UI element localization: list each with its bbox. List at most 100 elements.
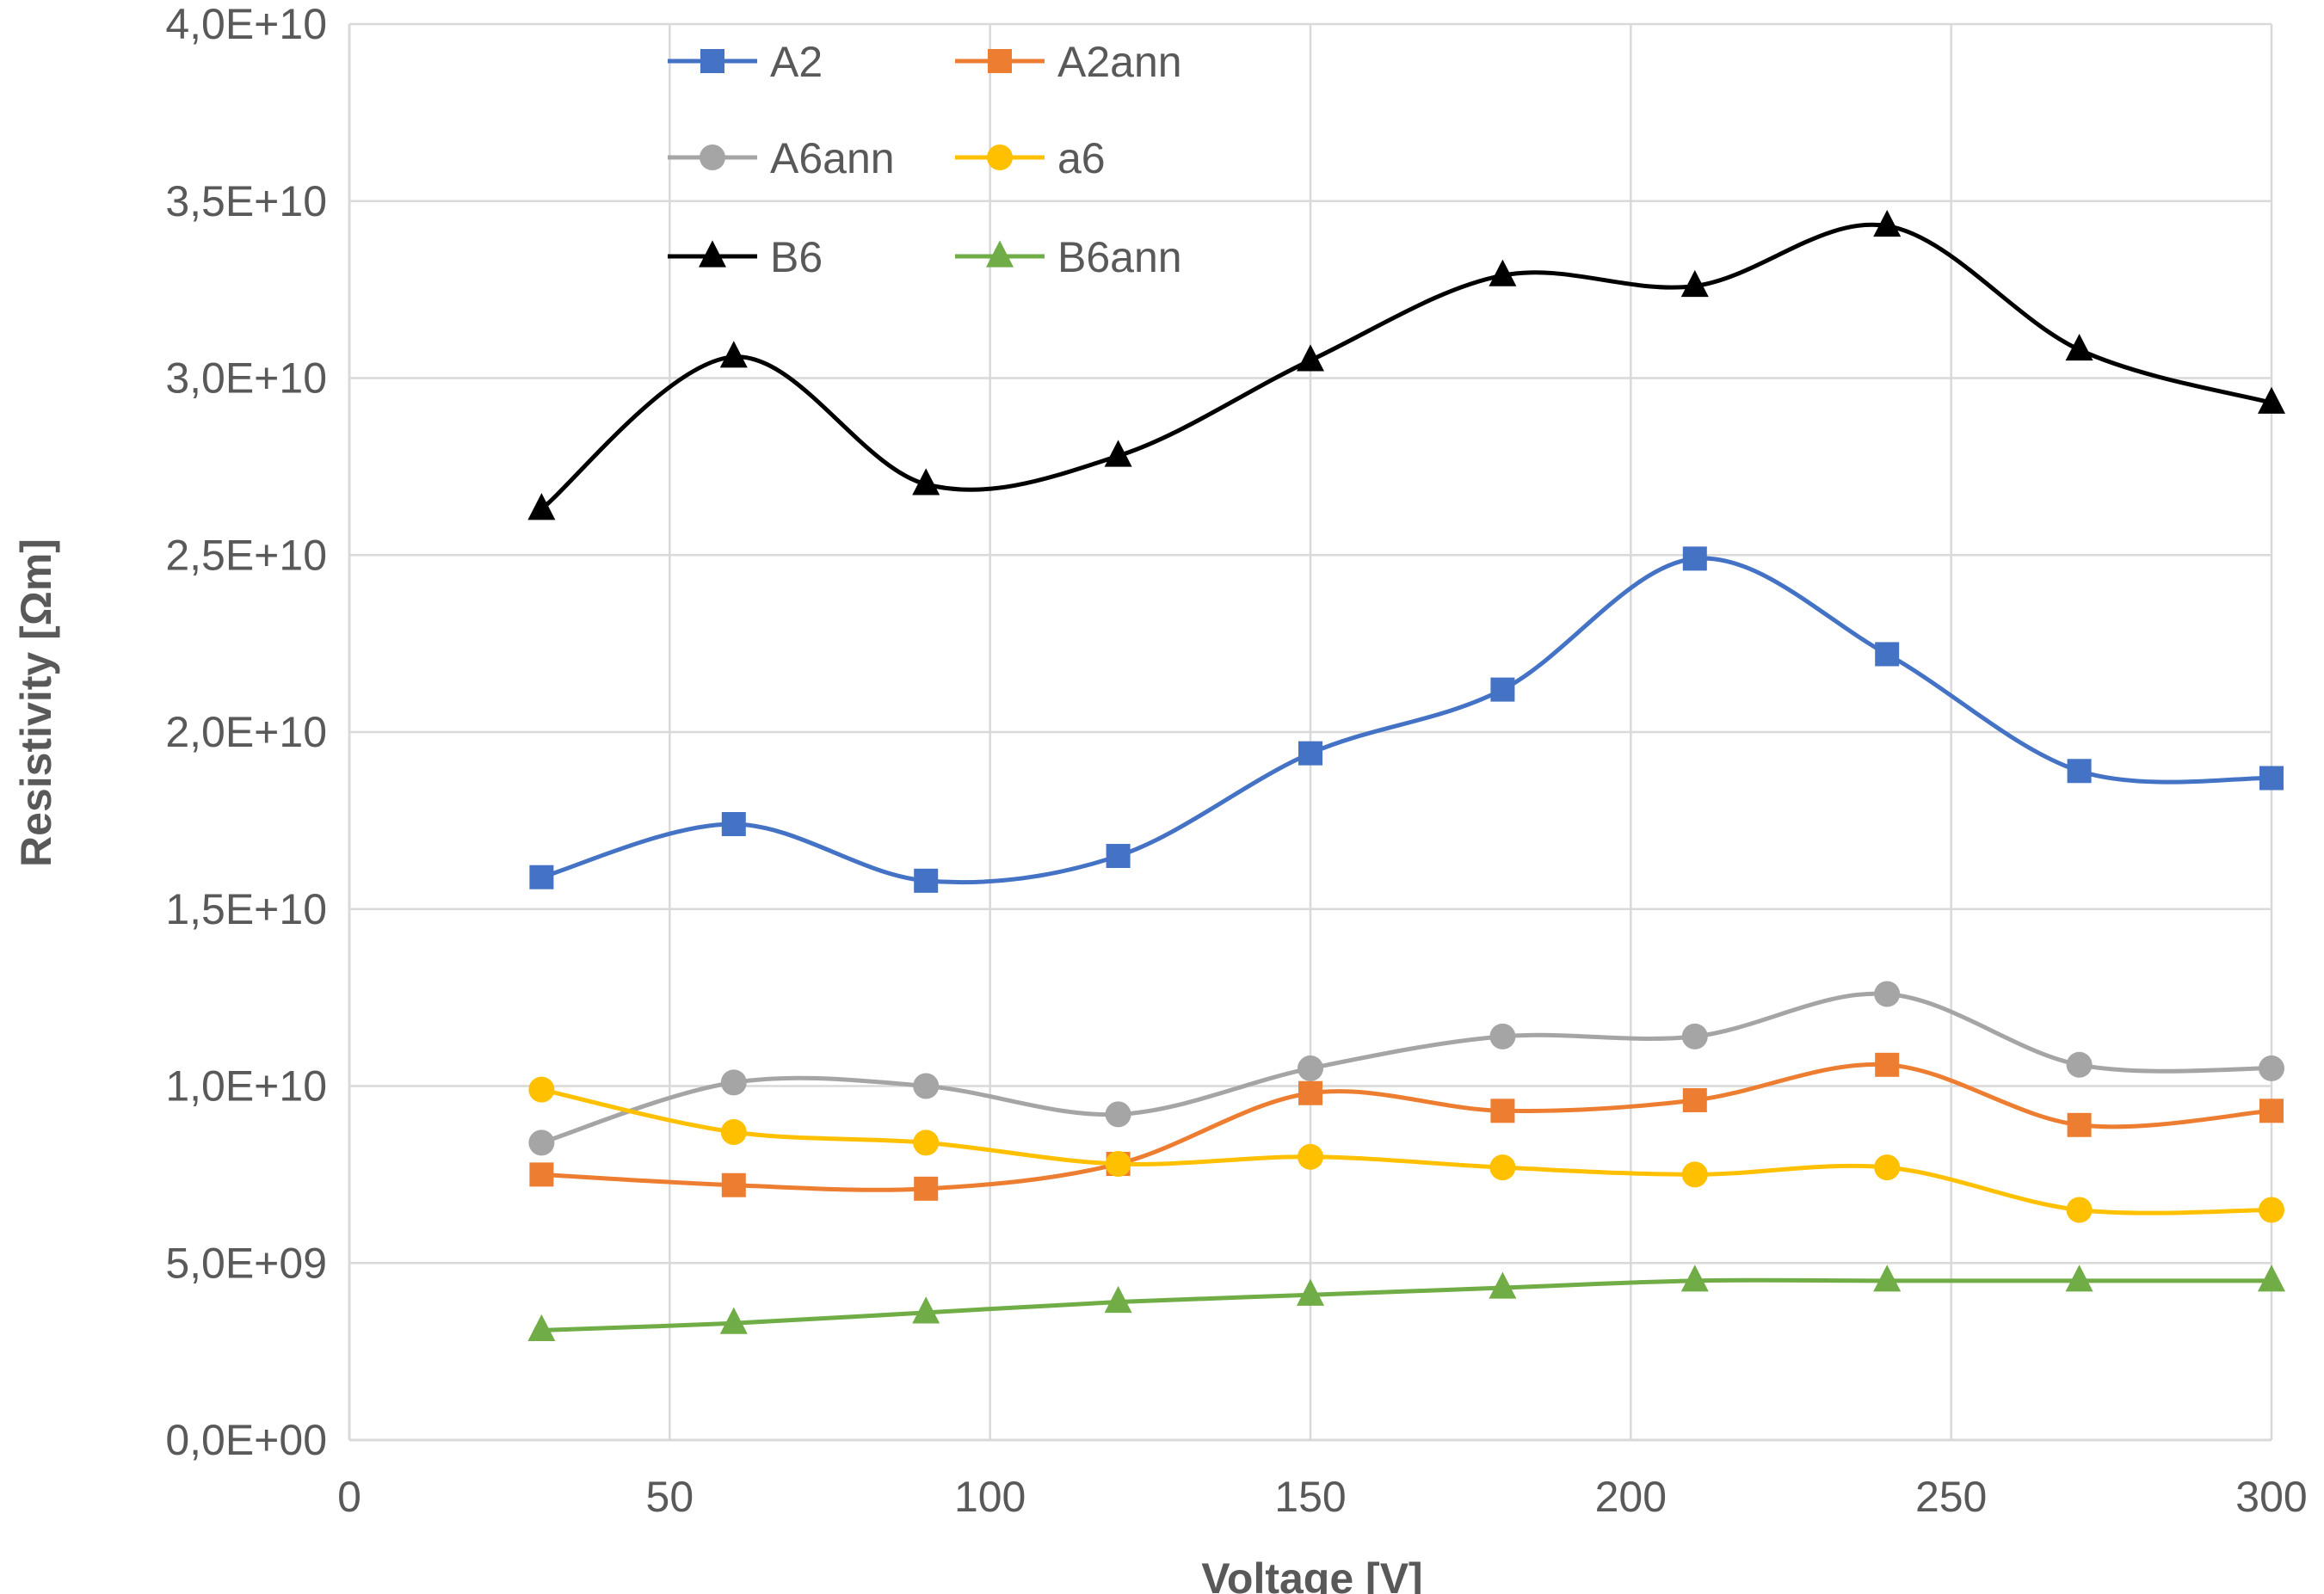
- y-tick-label: 2,5E+10: [165, 531, 327, 579]
- data-point-b6ann: [2258, 1265, 2285, 1292]
- data-point-b6: [2065, 333, 2093, 361]
- data-point-a6ann: [720, 1069, 747, 1096]
- data-point-a6: [1681, 1161, 1708, 1188]
- data-point-b6: [527, 493, 556, 520]
- legend-entry-b6ann: B6ann: [955, 233, 1182, 281]
- data-point-a6: [1874, 1154, 1901, 1181]
- data-point-a2: [1875, 642, 1900, 667]
- legend-marker-b6ann: [986, 240, 1014, 268]
- data-point-a6ann: [2259, 1055, 2284, 1081]
- data-point-a2: [2259, 766, 2284, 791]
- series-line-a6ann: [540, 991, 2272, 1145]
- legend: A2 A2ann A6ann a6 B6 B6ann: [668, 38, 1182, 281]
- series-line-a6: [540, 1087, 2272, 1216]
- data-point-a2: [1298, 741, 1322, 766]
- series-a2: [529, 546, 2284, 893]
- legend-marker-a6: [987, 145, 1013, 170]
- data-point-b6: [1297, 344, 1324, 372]
- data-point-a6ann: [1874, 981, 1901, 1007]
- legend-entry-b6: B6: [668, 233, 823, 281]
- legend-marker-b6: [699, 240, 726, 268]
- data-point-a2ann: [914, 1176, 939, 1201]
- legend-entry-a6: a6: [955, 134, 1106, 182]
- data-point-a2ann: [1490, 1099, 1515, 1123]
- data-point-b6ann: [1489, 1271, 1517, 1299]
- series-a6: [528, 1076, 2284, 1223]
- data-point-a6ann: [1298, 1055, 1323, 1081]
- series-layer: [527, 209, 2285, 1342]
- data-point-a6: [913, 1129, 940, 1156]
- data-point-b6: [1873, 209, 1902, 237]
- data-point-a2: [1682, 546, 1707, 571]
- data-point-a2: [721, 811, 746, 836]
- data-point-a2ann: [1875, 1052, 1900, 1077]
- data-point-a6ann: [913, 1073, 940, 1099]
- y-tick-label: 1,5E+10: [165, 885, 327, 933]
- legend-entry-a2: A2: [668, 38, 823, 86]
- series-line-a2: [540, 556, 2272, 885]
- data-point-a6: [1105, 1151, 1131, 1178]
- legend-label-b6ann: B6ann: [1057, 233, 1182, 281]
- y-tick-label: 5,0E+09: [165, 1239, 327, 1287]
- data-point-a2ann: [1682, 1087, 1707, 1112]
- legend-marker-a6ann: [700, 145, 725, 170]
- data-point-b6ann: [912, 1296, 940, 1324]
- y-tick-label: 3,5E+10: [165, 177, 327, 225]
- x-axis-title: Voltage [V]: [1201, 1554, 1422, 1594]
- legend-entry-a6ann: A6ann: [668, 134, 895, 182]
- tick-labels: 0,0E+00 5,0E+09 1,0E+10 1,5E+10 2,0E+10 2,5E+…: [165, 0, 2307, 1521]
- data-point-a6: [1298, 1143, 1323, 1170]
- series-a2ann: [529, 1052, 2284, 1201]
- series-b6: [527, 209, 2285, 520]
- data-point-a2ann: [721, 1172, 746, 1197]
- legend-label-a2: A2: [770, 38, 823, 86]
- series-line-b6ann: [541, 1277, 2272, 1332]
- data-point-a6ann: [1105, 1101, 1131, 1128]
- data-point-b6: [2258, 386, 2285, 414]
- data-point-a2ann: [529, 1162, 554, 1187]
- y-tick-label: 4,0E+10: [165, 0, 327, 48]
- data-point-a2ann: [2067, 1112, 2092, 1137]
- data-point-b6ann: [527, 1314, 556, 1342]
- data-point-b6ann: [2065, 1265, 2093, 1292]
- legend-entry-a2ann: A2ann: [955, 38, 1182, 86]
- data-point-a6ann: [1681, 1023, 1708, 1049]
- y-tick-label: 2,0E+10: [165, 708, 327, 756]
- data-point-a2ann: [1298, 1080, 1322, 1105]
- legend-marker-a2ann: [988, 49, 1012, 73]
- x-tick-label: 150: [1274, 1473, 1346, 1521]
- series-line-a2ann: [541, 1062, 2272, 1192]
- grid-lines: [348, 22, 2273, 1442]
- data-point-b6: [912, 468, 940, 495]
- x-tick-label: 200: [1595, 1473, 1667, 1521]
- legend-label-b6: B6: [770, 233, 823, 281]
- legend-label-a2ann: A2ann: [1057, 38, 1182, 86]
- data-point-b6ann: [1104, 1285, 1132, 1314]
- legend-label-a6ann: A6ann: [770, 134, 895, 182]
- data-point-a2ann: [2259, 1099, 2284, 1123]
- legend-marker-a2: [700, 49, 724, 73]
- data-point-a6: [528, 1076, 555, 1103]
- data-point-b6: [1104, 440, 1132, 467]
- data-point-b6: [1489, 259, 1517, 286]
- x-tick-label: 300: [2235, 1473, 2307, 1521]
- data-point-a2: [914, 868, 939, 893]
- series-line-b6: [539, 222, 2272, 511]
- data-point-a6: [2066, 1197, 2093, 1223]
- y-axis-title: Resistivity [Ωm]: [12, 539, 60, 867]
- data-point-a6: [720, 1118, 747, 1145]
- data-point-b6: [719, 341, 748, 368]
- y-tick-label: 3,0E+10: [165, 354, 327, 403]
- series-a6ann: [528, 981, 2284, 1156]
- data-point-b6ann: [1297, 1278, 1324, 1306]
- y-tick-label: 0,0E+00: [165, 1416, 327, 1464]
- data-point-a2: [529, 865, 554, 889]
- data-point-a6ann: [1489, 1023, 1516, 1049]
- data-point-b6ann: [1873, 1265, 1902, 1292]
- x-tick-label: 100: [954, 1473, 1026, 1521]
- data-point-b6ann: [719, 1307, 748, 1334]
- x-tick-label: 250: [1915, 1473, 1987, 1521]
- axes: [348, 24, 2272, 1442]
- legend-label-a6: a6: [1057, 134, 1106, 182]
